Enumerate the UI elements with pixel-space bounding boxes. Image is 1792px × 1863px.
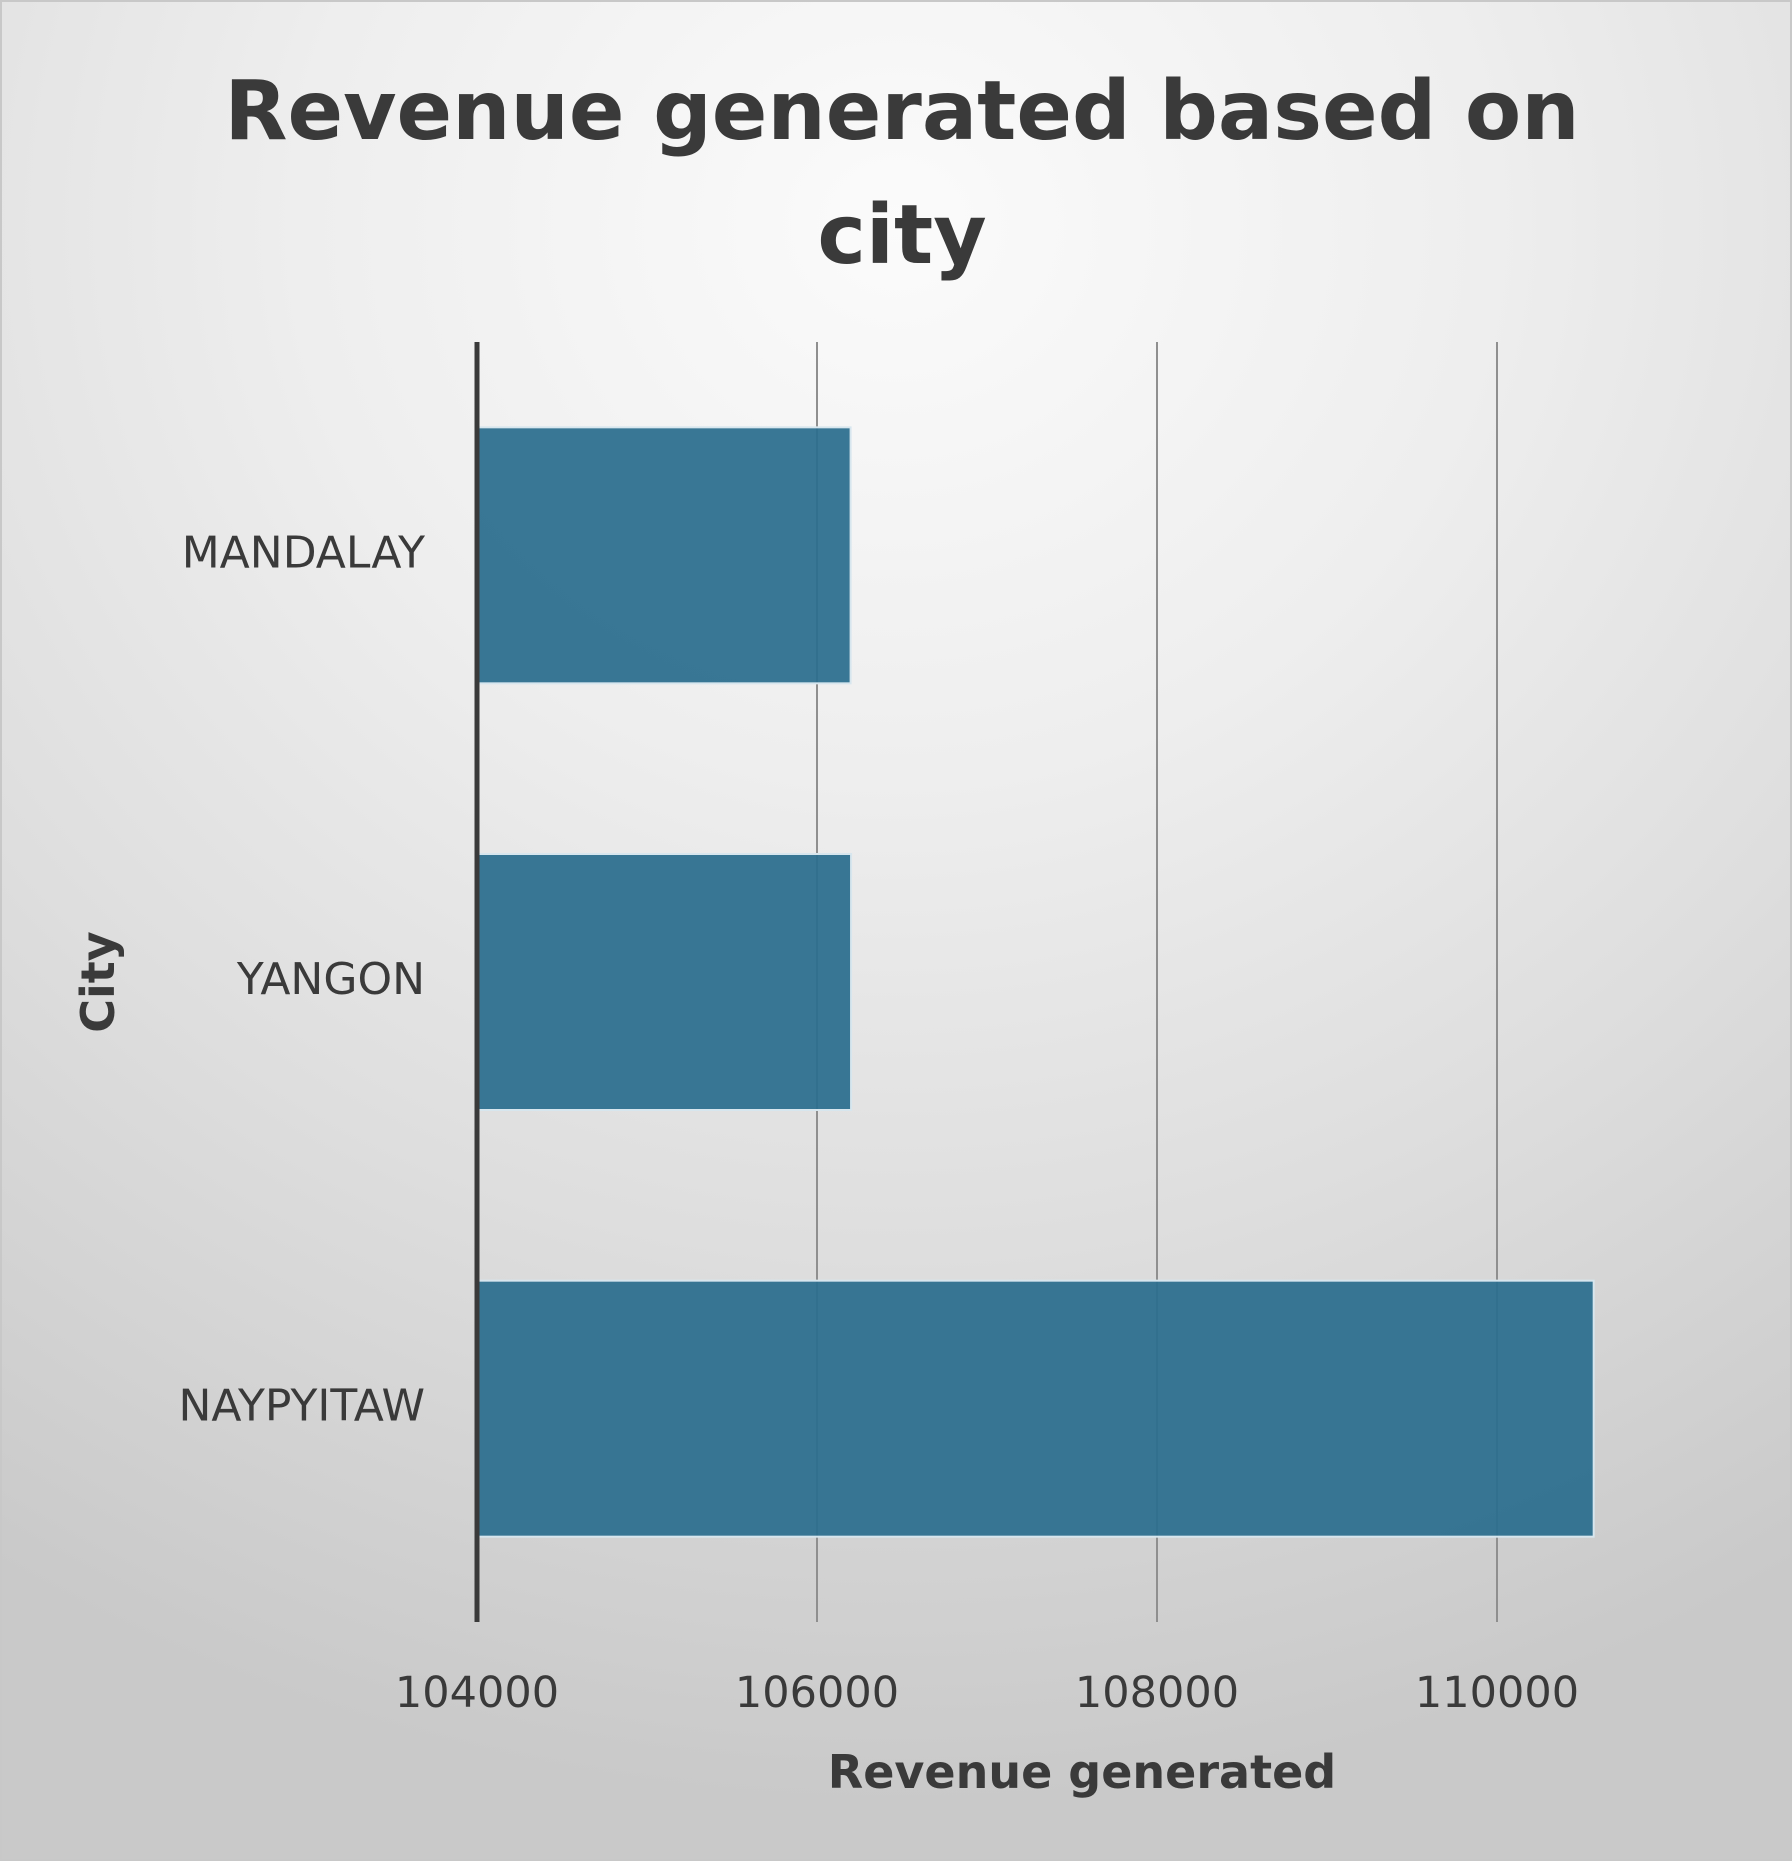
y-axis-title: City <box>71 931 125 1033</box>
bar-naypyitaw <box>476 1279 1595 1538</box>
bar-yangon <box>476 853 853 1111</box>
category-label-yangon: YANGON <box>236 954 425 1005</box>
x-tick-label-108000: 108000 <box>1075 1668 1239 1718</box>
x-axis-title: Revenue generated <box>828 1745 1336 1799</box>
x-tick-labels: 104000 106000 108000 110000 <box>395 1668 1579 1718</box>
x-tick-label-110000: 110000 <box>1415 1668 1579 1718</box>
x-tick-label-104000: 104000 <box>395 1668 559 1718</box>
bar-mandalay <box>476 426 852 685</box>
chart-title: Revenue generated based on city <box>224 64 1580 283</box>
x-tick-label-106000: 106000 <box>735 1668 899 1718</box>
category-label-mandalay: MANDALAY <box>182 527 425 578</box>
category-labels: MANDALAY YANGON NAYPYITAW <box>178 527 425 1431</box>
category-label-naypyitaw: NAYPYITAW <box>178 1381 425 1432</box>
bars <box>476 426 1595 1538</box>
